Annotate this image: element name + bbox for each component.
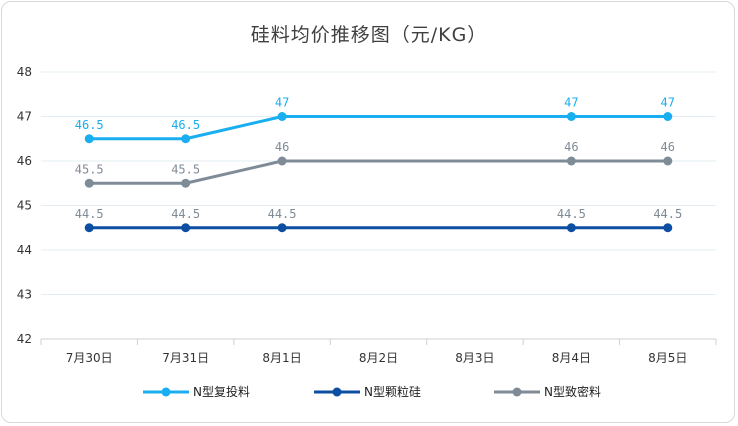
data-label: 44.5 bbox=[171, 207, 200, 221]
y-tick-label: 44 bbox=[17, 243, 32, 257]
data-label: 45.5 bbox=[75, 162, 104, 176]
legend-marker bbox=[512, 387, 522, 397]
data-point bbox=[277, 223, 287, 233]
data-label: 46 bbox=[661, 140, 675, 154]
series-lines bbox=[84, 112, 673, 233]
data-point bbox=[566, 223, 576, 233]
y-axis: 42 43 44 45 46 47 48 bbox=[17, 65, 32, 346]
data-point bbox=[277, 156, 287, 166]
data-label: 44.5 bbox=[268, 207, 297, 221]
data-label: 46.5 bbox=[171, 118, 200, 132]
data-point bbox=[84, 178, 94, 188]
data-label: 44.5 bbox=[75, 207, 104, 221]
legend: N型复投料 N型颗粒硅 N型致密料 bbox=[143, 384, 601, 399]
data-label: 45.5 bbox=[171, 162, 200, 176]
data-point bbox=[181, 223, 191, 233]
x-tick-label: 7月30日 bbox=[66, 351, 113, 365]
data-point bbox=[181, 178, 191, 188]
data-point bbox=[84, 223, 94, 233]
grid-lines bbox=[41, 71, 716, 340]
x-tick-label: 8月3日 bbox=[455, 351, 494, 365]
legend-item: N型颗粒硅 bbox=[314, 384, 421, 399]
data-label: 46 bbox=[564, 140, 578, 154]
x-tick-label: 8月5日 bbox=[648, 351, 687, 365]
legend-item: N型复投料 bbox=[143, 384, 250, 399]
data-label: 44.5 bbox=[557, 207, 586, 221]
data-label: 46 bbox=[275, 140, 289, 154]
data-label: 47 bbox=[564, 96, 578, 110]
x-tick-label: 8月1日 bbox=[262, 351, 301, 365]
x-axis: 7月30日 7月31日 8月1日 8月2日 8月3日 8月4日 8月5日 bbox=[40, 339, 717, 365]
x-tick-label: 8月4日 bbox=[552, 351, 591, 365]
data-point bbox=[566, 112, 576, 121]
data-point bbox=[566, 156, 576, 166]
y-tick-label: 42 bbox=[17, 332, 32, 346]
data-point bbox=[277, 112, 287, 121]
y-tick-label: 48 bbox=[17, 65, 32, 79]
legend-label: N型致密料 bbox=[544, 384, 601, 399]
data-point bbox=[663, 156, 673, 166]
data-label: 46.5 bbox=[75, 118, 104, 132]
data-labels: 46.5 46.5 47 47 47 44.5 44.5 44.5 44.5 44.5 45.5 45… bbox=[75, 96, 682, 221]
legend-label: N型复投料 bbox=[193, 384, 250, 399]
data-point bbox=[84, 134, 94, 144]
data-label: 44.5 bbox=[653, 207, 682, 221]
data-point bbox=[663, 223, 673, 233]
y-tick-label: 45 bbox=[17, 199, 32, 213]
data-point bbox=[181, 134, 191, 144]
legend-label: N型颗粒硅 bbox=[364, 384, 421, 399]
x-tick-label: 8月2日 bbox=[359, 351, 398, 365]
legend-item: N型致密料 bbox=[494, 384, 601, 399]
y-tick-label: 47 bbox=[17, 110, 32, 124]
data-label: 47 bbox=[661, 96, 675, 110]
data-label: 47 bbox=[275, 96, 289, 110]
x-tick-label: 7月31日 bbox=[162, 351, 209, 365]
data-point bbox=[663, 112, 673, 121]
legend-marker bbox=[332, 387, 342, 397]
y-tick-label: 46 bbox=[17, 154, 32, 168]
y-tick-label: 43 bbox=[17, 288, 32, 302]
legend-marker bbox=[161, 387, 171, 397]
chart-title: 硅料均价推移图（元/KG） bbox=[250, 24, 488, 46]
